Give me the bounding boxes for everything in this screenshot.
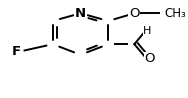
Text: F: F [12, 45, 21, 58]
Text: H: H [143, 26, 152, 36]
Text: CH₃: CH₃ [164, 7, 186, 20]
Text: N: N [75, 7, 86, 20]
Text: O: O [129, 7, 140, 20]
Text: O: O [145, 52, 155, 65]
